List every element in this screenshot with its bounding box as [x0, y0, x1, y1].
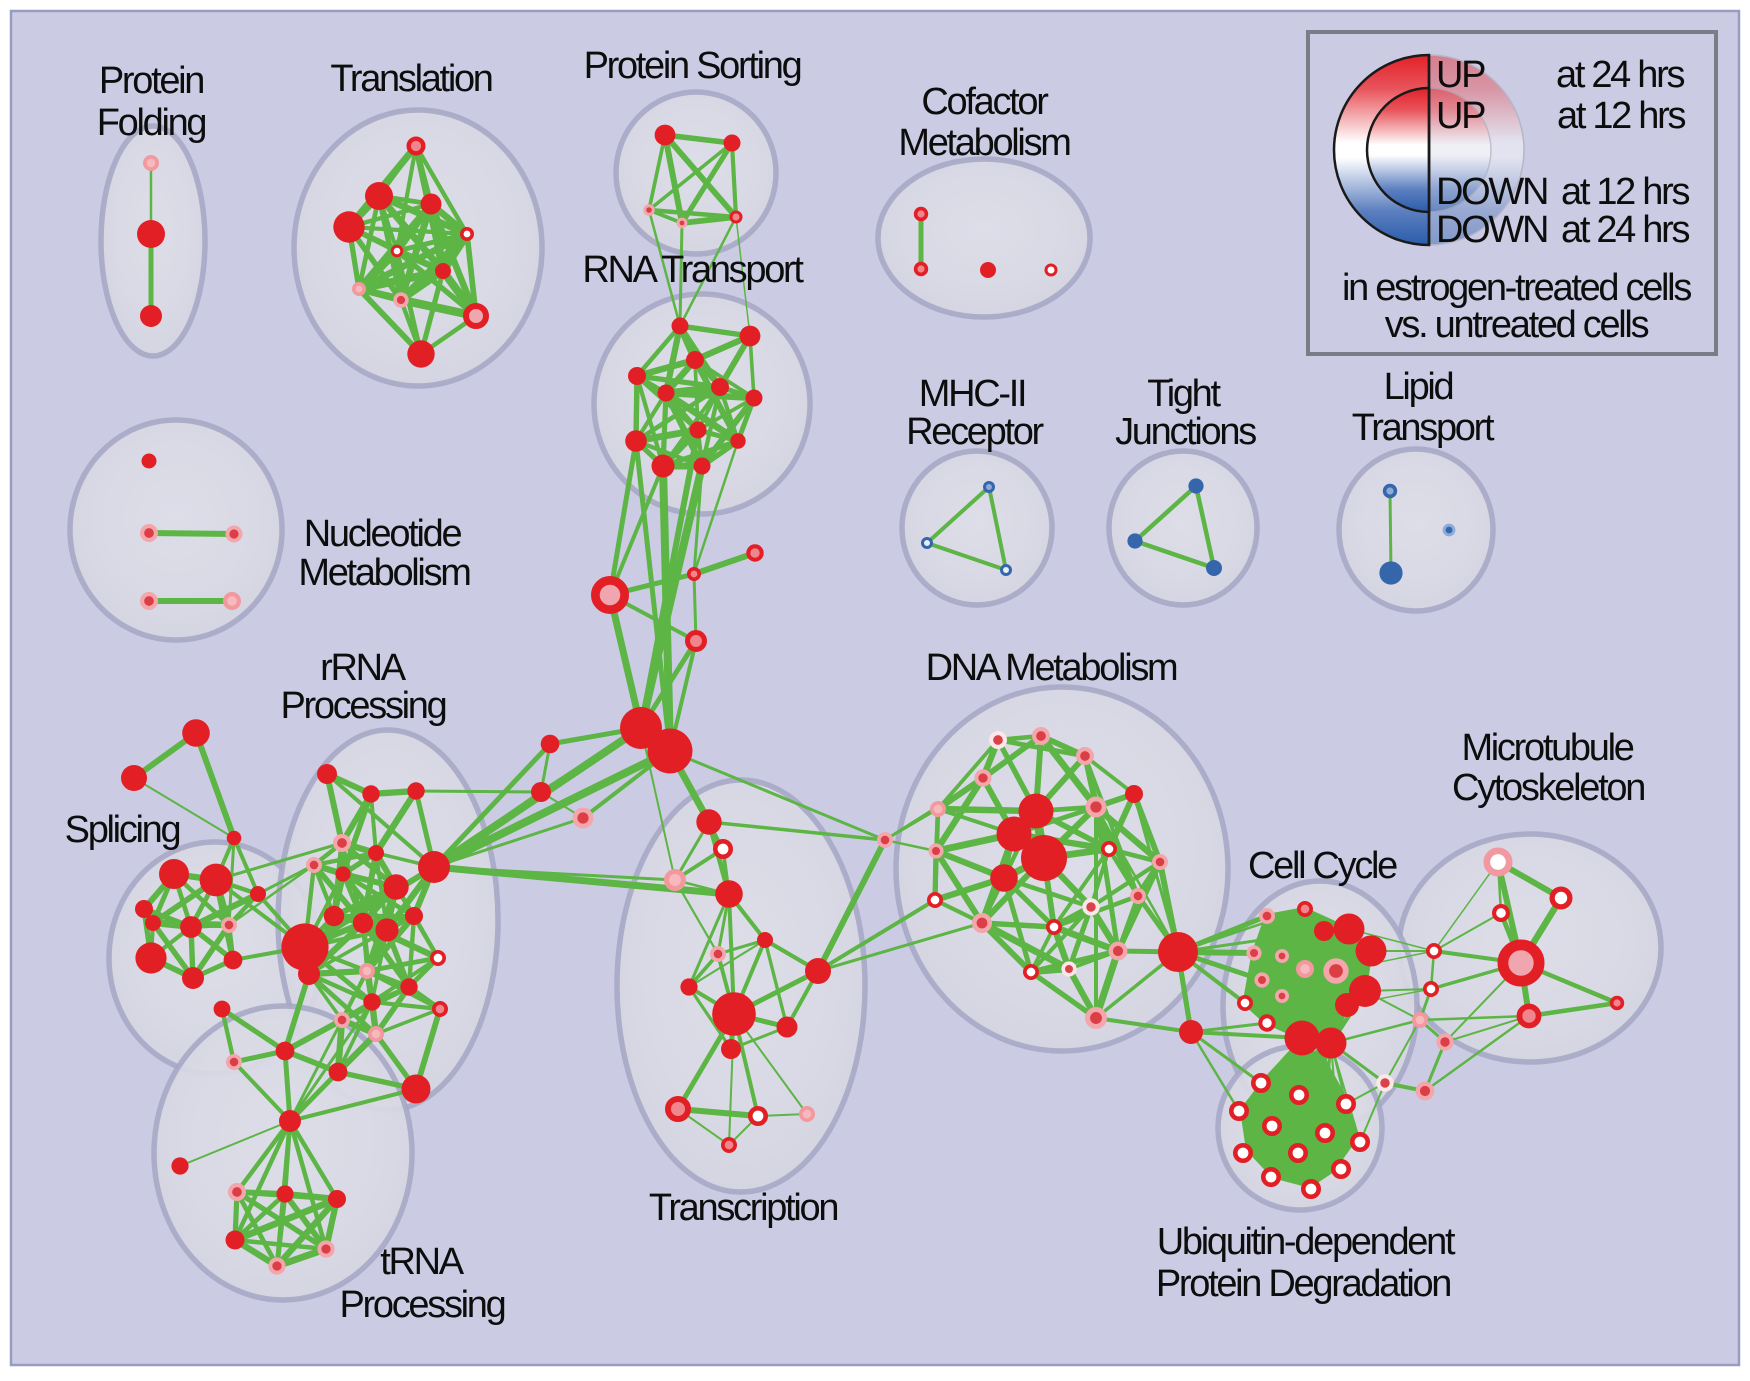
svg-text:vs. untreated cells: vs. untreated cells [1385, 304, 1649, 346]
svg-text:Protein: Protein [99, 60, 203, 102]
svg-text:DOWN: DOWN [1436, 171, 1547, 213]
svg-text:Junctions: Junctions [1115, 411, 1256, 453]
svg-text:Ubiquitin-dependent: Ubiquitin-dependent [1157, 1221, 1456, 1263]
svg-text:Metabolism: Metabolism [298, 552, 470, 594]
svg-text:MHC-II: MHC-II [919, 373, 1026, 415]
svg-text:at 24 hrs: at 24 hrs [1556, 54, 1684, 96]
svg-text:DOWN: DOWN [1436, 209, 1547, 251]
svg-text:Cell Cycle: Cell Cycle [1248, 845, 1397, 887]
svg-text:Metabolism: Metabolism [898, 122, 1070, 164]
svg-text:Protein Sorting: Protein Sorting [584, 45, 801, 87]
svg-text:at 24 hrs: at 24 hrs [1561, 209, 1689, 251]
svg-text:Tight: Tight [1147, 373, 1221, 415]
svg-text:Transcription: Transcription [649, 1187, 837, 1229]
svg-text:RNA Transport: RNA Transport [582, 249, 804, 291]
svg-text:Folding: Folding [97, 102, 206, 144]
svg-text:Processing: Processing [340, 1284, 505, 1326]
svg-text:Receptor: Receptor [906, 411, 1044, 453]
svg-text:at 12 hrs: at 12 hrs [1557, 95, 1685, 137]
svg-text:Transport: Transport [1352, 407, 1495, 449]
svg-text:rRNA: rRNA [320, 647, 407, 689]
svg-text:Lipid: Lipid [1384, 366, 1453, 408]
svg-text:Microtubule: Microtubule [1461, 727, 1633, 769]
svg-text:Translation: Translation [330, 58, 491, 100]
svg-text:UP: UP [1436, 95, 1485, 137]
svg-text:UP: UP [1436, 54, 1485, 96]
svg-text:Splicing: Splicing [65, 809, 180, 851]
svg-text:Cytoskeleton: Cytoskeleton [1452, 767, 1644, 809]
svg-text:tRNA: tRNA [380, 1241, 465, 1283]
svg-text:Processing: Processing [281, 685, 446, 727]
svg-text:Protein Degradation: Protein Degradation [1156, 1263, 1450, 1305]
svg-text:in estrogen-treated cells: in estrogen-treated cells [1342, 267, 1691, 309]
svg-text:DNA Metabolism: DNA Metabolism [926, 647, 1177, 689]
svg-text:Nucleotide: Nucleotide [304, 513, 462, 555]
svg-text:Cofactor: Cofactor [921, 81, 1049, 123]
svg-text:at 12 hrs: at 12 hrs [1561, 171, 1689, 213]
